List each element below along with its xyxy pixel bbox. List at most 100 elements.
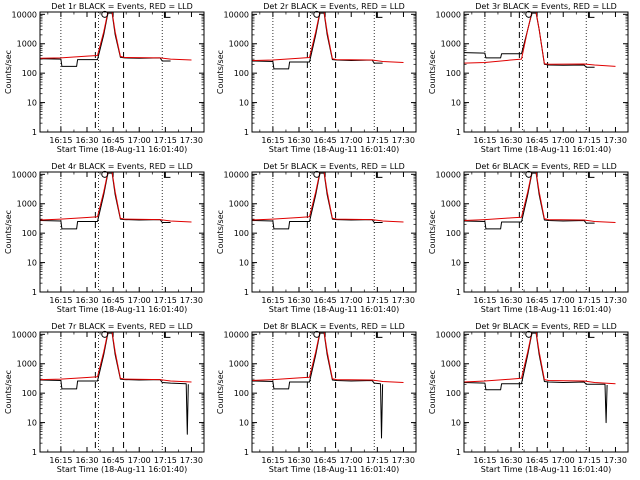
x-tick-label: 16:15 <box>473 296 496 305</box>
x-tick-label: 16:45 <box>102 136 125 145</box>
y-tick-label: 100 <box>446 69 461 78</box>
y-axis-label: Counts/sec <box>428 210 437 254</box>
x-tick-label: 16:15 <box>49 296 72 305</box>
events-series-line <box>39 172 171 230</box>
y-axis-label: Counts/sec <box>216 370 225 414</box>
circle-marker <box>525 330 533 338</box>
y-tick-label: 1 <box>32 288 37 297</box>
lld-series-line <box>463 171 616 223</box>
y-tick-label: 10 <box>27 99 37 108</box>
y-tick-label: 100 <box>234 389 249 398</box>
events-series-line <box>463 172 595 230</box>
y-tick-label: 1000 <box>229 40 249 49</box>
y-tick-label: 10000 <box>12 330 37 339</box>
plot-frame <box>39 11 205 133</box>
bracket-marker <box>587 172 595 178</box>
chart-title: Det 4r BLACK = Events, RED = LLD <box>51 162 193 171</box>
x-axis-label: Start Time (18-Aug-11 16:01:40) <box>269 305 400 314</box>
y-axis-label: Counts/sec <box>216 210 225 254</box>
chart-panel-7: Det 7r BLACK = Events, RED = LLD Counts/s… <box>4 322 205 474</box>
plot-frame <box>251 331 417 453</box>
x-tick-label: 16:15 <box>261 296 284 305</box>
x-tick-label: 17:15 <box>366 296 389 305</box>
chart-title: Det 5r BLACK = Events, RED = LLD <box>263 162 405 171</box>
y-tick-label: 100 <box>22 389 37 398</box>
y-tick-label: 10 <box>451 259 461 268</box>
x-tick-label: 17:15 <box>578 456 601 465</box>
y-tick-label: 1 <box>244 128 249 137</box>
chart-panel-6: Det 6r BLACK = Events, RED = LLD Counts/s… <box>428 162 629 314</box>
y-tick-label: 1000 <box>441 40 461 49</box>
x-tick-label: 17:30 <box>604 456 627 465</box>
x-tick-label: 16:45 <box>526 136 549 145</box>
y-axis-label: Counts/sec <box>428 50 437 94</box>
y-tick-label: 1 <box>244 448 249 457</box>
y-tick-label: 1000 <box>229 360 249 369</box>
x-tick-label: 16:30 <box>75 456 98 465</box>
x-tick-label: 17:15 <box>154 296 177 305</box>
x-tick-label: 16:15 <box>49 136 72 145</box>
x-tick-label: 16:15 <box>261 136 284 145</box>
x-axis-label: Start Time (18-Aug-11 16:01:40) <box>57 305 188 314</box>
y-tick-label: 10000 <box>12 10 37 19</box>
y-tick-label: 1 <box>32 448 37 457</box>
x-tick-label: 17:15 <box>578 296 601 305</box>
y-tick-label: 10000 <box>224 10 249 19</box>
circle-marker <box>101 330 109 338</box>
chart-panel-9: Det 9r BLACK = Events, RED = LLD Counts/s… <box>428 322 629 474</box>
bracket-marker <box>163 172 171 178</box>
plot-frame <box>463 11 629 133</box>
x-tick-label: 16:45 <box>526 296 549 305</box>
y-tick-label: 10 <box>239 99 249 108</box>
x-tick-label: 17:00 <box>552 296 575 305</box>
y-tick-label: 10000 <box>436 10 461 19</box>
y-tick-label: 10000 <box>436 330 461 339</box>
lld-series-line <box>251 171 404 223</box>
x-tick-label: 17:30 <box>180 456 203 465</box>
x-tick-label: 16:30 <box>75 296 98 305</box>
x-tick-label: 16:45 <box>526 456 549 465</box>
x-tick-label: 16:30 <box>499 456 522 465</box>
bracket-marker <box>163 12 171 18</box>
y-tick-label: 100 <box>234 229 249 238</box>
y-tick-label: 10 <box>239 259 249 268</box>
chart-panel-5: Det 5r BLACK = Events, RED = LLD Counts/s… <box>216 162 417 314</box>
x-tick-label: 16:30 <box>287 296 310 305</box>
y-tick-label: 10000 <box>12 170 37 179</box>
bracket-marker <box>587 12 595 18</box>
events-series-line <box>251 172 383 230</box>
x-tick-label: 17:15 <box>154 456 177 465</box>
y-tick-label: 1000 <box>229 200 249 209</box>
x-tick-label: 17:15 <box>366 136 389 145</box>
y-tick-label: 1000 <box>441 360 461 369</box>
x-axis-label: Start Time (18-Aug-11 16:01:40) <box>57 145 188 154</box>
y-tick-label: 1000 <box>17 200 37 209</box>
plot-frame <box>251 171 417 293</box>
x-axis-label: Start Time (18-Aug-11 16:01:40) <box>481 305 612 314</box>
x-axis-label: Start Time (18-Aug-11 16:01:40) <box>481 145 612 154</box>
y-tick-label: 1 <box>456 128 461 137</box>
y-tick-label: 1000 <box>17 40 37 49</box>
plot-frame <box>463 171 629 293</box>
plot-frame <box>463 331 629 453</box>
circle-marker <box>101 10 109 18</box>
x-tick-label: 17:00 <box>128 296 151 305</box>
events-series-line <box>39 332 189 435</box>
plot-frame <box>39 331 205 453</box>
lld-series-line <box>39 11 192 61</box>
chart-title: Det 3r BLACK = Events, RED = LLD <box>475 2 617 11</box>
x-tick-label: 17:30 <box>392 136 415 145</box>
x-tick-label: 16:45 <box>314 456 337 465</box>
chart-panel-8: Det 8r BLACK = Events, RED = LLD Counts/s… <box>216 322 417 474</box>
chart-title: Det 6r BLACK = Events, RED = LLD <box>475 162 617 171</box>
x-tick-label: 16:45 <box>102 456 125 465</box>
y-tick-label: 100 <box>446 229 461 238</box>
chart-title: Det 9r BLACK = Events, RED = LLD <box>475 322 617 331</box>
y-axis-label: Counts/sec <box>4 370 13 414</box>
x-tick-label: 16:45 <box>102 296 125 305</box>
x-tick-label: 16:30 <box>499 296 522 305</box>
x-tick-label: 17:00 <box>552 456 575 465</box>
circle-marker <box>525 170 533 178</box>
lld-series-line <box>39 171 192 223</box>
